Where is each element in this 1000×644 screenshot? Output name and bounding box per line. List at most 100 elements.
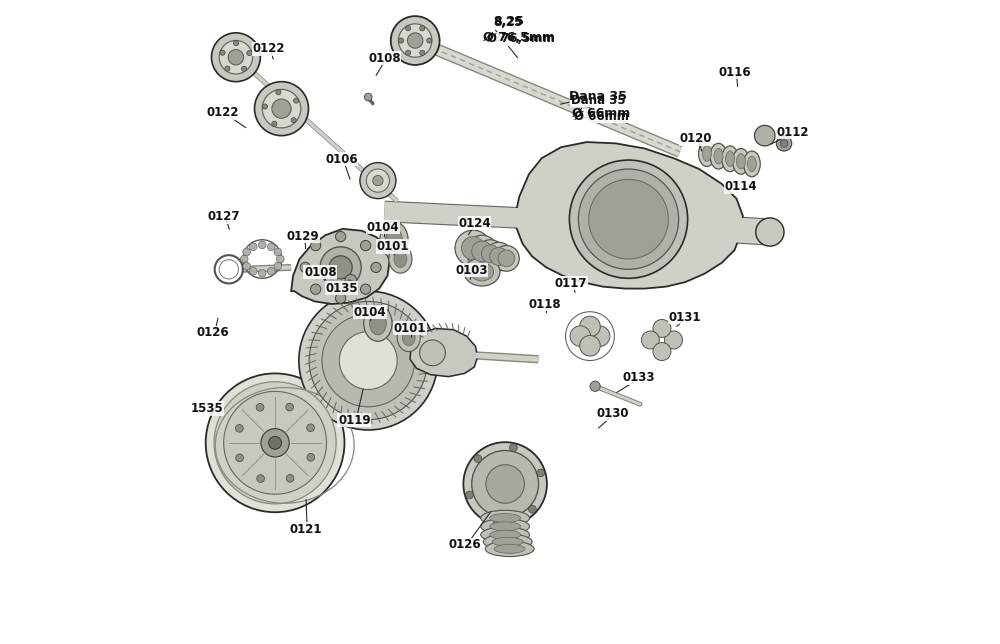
- Text: 0122: 0122: [206, 106, 239, 119]
- Circle shape: [241, 66, 247, 71]
- Circle shape: [366, 169, 389, 192]
- Text: 0127: 0127: [208, 211, 240, 223]
- Text: Ø 76,5mm: Ø 76,5mm: [483, 30, 555, 44]
- Ellipse shape: [736, 154, 745, 169]
- Ellipse shape: [386, 228, 402, 251]
- Circle shape: [653, 343, 671, 361]
- Circle shape: [228, 50, 244, 65]
- Ellipse shape: [722, 146, 738, 172]
- Text: 0126: 0126: [449, 538, 481, 551]
- Circle shape: [286, 403, 293, 411]
- Circle shape: [360, 284, 371, 294]
- Circle shape: [589, 179, 668, 259]
- Circle shape: [329, 256, 352, 279]
- Text: 0119: 0119: [338, 413, 371, 426]
- Ellipse shape: [380, 222, 408, 258]
- Circle shape: [510, 444, 517, 451]
- Circle shape: [206, 374, 344, 512]
- Circle shape: [249, 243, 257, 251]
- Circle shape: [286, 475, 294, 482]
- Circle shape: [243, 248, 251, 256]
- Ellipse shape: [485, 541, 534, 556]
- Ellipse shape: [481, 527, 530, 542]
- Circle shape: [219, 41, 253, 74]
- Circle shape: [261, 429, 289, 457]
- Text: 0131: 0131: [668, 310, 701, 324]
- Text: 0122: 0122: [253, 42, 285, 55]
- Ellipse shape: [733, 149, 749, 174]
- Text: 0120: 0120: [680, 132, 712, 145]
- Ellipse shape: [402, 329, 415, 346]
- Text: 0104: 0104: [367, 221, 400, 234]
- Circle shape: [537, 469, 545, 477]
- Circle shape: [776, 136, 792, 151]
- Ellipse shape: [481, 510, 530, 526]
- Ellipse shape: [726, 151, 735, 167]
- Circle shape: [569, 160, 688, 278]
- Circle shape: [262, 90, 301, 128]
- Circle shape: [262, 104, 268, 109]
- Circle shape: [335, 293, 346, 303]
- Circle shape: [307, 453, 315, 461]
- Circle shape: [225, 66, 230, 71]
- Circle shape: [211, 33, 260, 82]
- Ellipse shape: [370, 312, 386, 335]
- Circle shape: [257, 475, 264, 482]
- Circle shape: [309, 301, 427, 420]
- Circle shape: [276, 90, 281, 95]
- Circle shape: [485, 242, 513, 270]
- Circle shape: [360, 163, 396, 198]
- Circle shape: [236, 424, 243, 432]
- Text: 0118: 0118: [529, 298, 562, 311]
- Circle shape: [578, 169, 679, 269]
- Circle shape: [494, 245, 519, 271]
- Text: Ø 76,5mm: Ø 76,5mm: [487, 32, 555, 46]
- Ellipse shape: [364, 305, 392, 341]
- Ellipse shape: [492, 537, 523, 546]
- Text: 0117: 0117: [555, 277, 587, 290]
- Circle shape: [420, 340, 445, 366]
- Circle shape: [255, 82, 309, 136]
- Polygon shape: [291, 229, 389, 304]
- Circle shape: [398, 24, 432, 57]
- Circle shape: [641, 331, 659, 349]
- Circle shape: [756, 218, 784, 246]
- Circle shape: [364, 93, 372, 101]
- Circle shape: [472, 241, 492, 261]
- Circle shape: [665, 331, 683, 349]
- Circle shape: [274, 262, 282, 270]
- Text: 0101: 0101: [394, 321, 426, 335]
- Circle shape: [320, 247, 361, 288]
- Text: Ø 66mm: Ø 66mm: [572, 106, 630, 119]
- Ellipse shape: [490, 513, 521, 522]
- Text: 0130: 0130: [596, 407, 629, 420]
- Circle shape: [291, 118, 296, 123]
- Circle shape: [339, 332, 397, 390]
- Ellipse shape: [494, 544, 525, 553]
- Text: 0124: 0124: [458, 217, 491, 230]
- Circle shape: [590, 381, 600, 392]
- Circle shape: [258, 269, 266, 277]
- Circle shape: [272, 99, 291, 118]
- Text: 0133: 0133: [622, 371, 655, 384]
- Circle shape: [300, 262, 310, 272]
- Text: 0112: 0112: [776, 126, 809, 138]
- Circle shape: [589, 326, 610, 346]
- Text: 1535: 1535: [190, 402, 223, 415]
- Circle shape: [243, 262, 251, 270]
- Circle shape: [455, 230, 491, 266]
- Text: 8,25: 8,25: [494, 16, 523, 30]
- Text: 0114: 0114: [725, 180, 758, 193]
- Ellipse shape: [490, 522, 521, 531]
- Text: 0126: 0126: [197, 326, 229, 339]
- Circle shape: [307, 424, 314, 431]
- Text: 0104: 0104: [353, 305, 386, 319]
- Circle shape: [234, 41, 239, 46]
- Ellipse shape: [464, 258, 500, 286]
- Circle shape: [466, 491, 473, 499]
- Circle shape: [299, 291, 438, 430]
- Text: 0108: 0108: [368, 52, 401, 65]
- Circle shape: [406, 50, 411, 55]
- Text: 0121: 0121: [289, 523, 322, 536]
- Circle shape: [391, 16, 440, 65]
